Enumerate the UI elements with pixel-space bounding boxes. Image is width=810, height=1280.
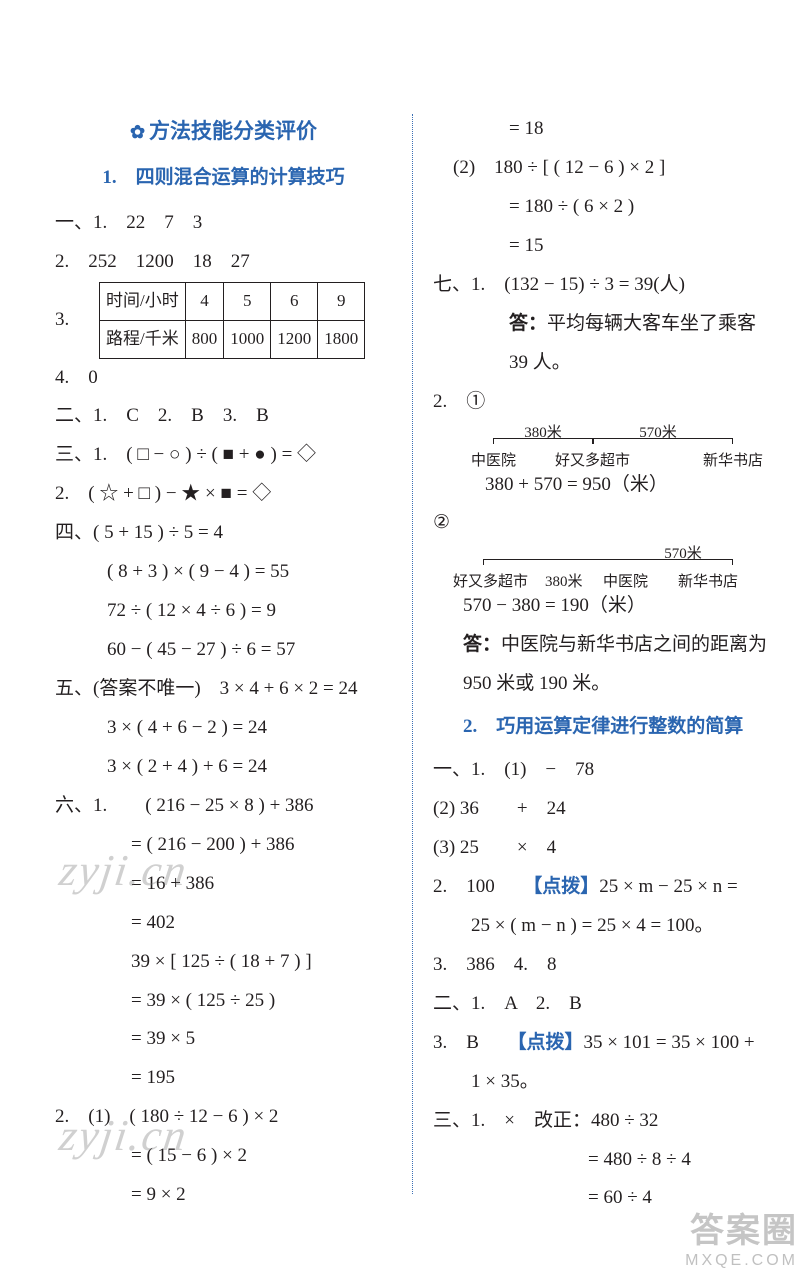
text: 35 × 101 = 35 × 100 + — [583, 1032, 754, 1053]
text-line: 3 × ( 4 + 6 − 2 ) = 24 — [55, 709, 392, 748]
text-line: 一、1. 22 7 3 — [55, 204, 392, 243]
text-line: 3. B 【点拨】35 × 101 = 35 × 100 + — [433, 1024, 770, 1063]
segment-label: 380米 — [513, 418, 573, 449]
answer-line: 答：中医院与新华书店之间的距离为 — [433, 626, 770, 665]
table-cell: 路程/千米 — [100, 320, 186, 358]
text-line: 3 × ( 2 + 4 ) + 6 = 24 — [55, 748, 392, 787]
text-line: 3. 386 4. 8 — [433, 946, 770, 985]
table-cell: 1000 — [224, 320, 271, 358]
text-line: 2. (1) ( 180 ÷ 12 − 6 ) × 2 — [55, 1098, 392, 1137]
text-line: 25 × ( m − n ) = 25 × 4 = 100。 — [433, 907, 770, 946]
text-line: 三、1. × 改正：480 ÷ 32 — [433, 1102, 770, 1141]
point-label: 380米 — [545, 567, 583, 598]
text-line: = 9 × 2 — [55, 1176, 392, 1215]
text-line: 72 ÷ ( 12 × 4 ÷ 6 ) = 9 — [55, 592, 392, 631]
text-line: = ( 216 − 200 ) + 386 — [55, 826, 392, 865]
point-label: 好又多超市 — [453, 567, 528, 598]
point-label: 中医院 — [603, 567, 648, 598]
table-cell: 1200 — [271, 320, 318, 358]
text-line: 1 × 35。 — [433, 1063, 770, 1102]
text-line: 2. ① — [433, 383, 770, 422]
text-line: = 402 — [55, 904, 392, 943]
segment-label: 570米 — [653, 539, 713, 570]
text-line: = 60 ÷ 4 — [433, 1179, 770, 1218]
diagram-1: 380米 570米 中医院 好又多超市 新华书店 — [453, 422, 770, 466]
table-cell: 6 — [271, 282, 318, 320]
point-label: 中医院 — [471, 446, 516, 477]
text-line: = 18 — [433, 110, 770, 149]
text-line: ② — [433, 504, 770, 543]
table-cell: 5 — [224, 282, 271, 320]
hint-label: 【点拨】 — [517, 1032, 584, 1053]
text-line: 三、1. ( □ − ○ ) ÷ ( ■ + ● ) = ◇ — [55, 436, 392, 475]
table-row: 路程/千米 800 1000 1200 1800 — [100, 320, 365, 358]
diagram-2: 570米 好又多超市 380米 中医院 新华书店 — [453, 543, 770, 587]
text-line: = 16 + 386 — [55, 865, 392, 904]
answer-text: 中医院与新华书店之间的距离为 — [501, 634, 767, 655]
answer-label: 答： — [509, 313, 547, 334]
row-3-table: 3. 时间/小时 4 5 6 9 路程/千米 800 1000 1200 180… — [55, 282, 392, 359]
text-line: 39 人。 — [433, 344, 770, 383]
text-line: 60 − ( 45 − 27 ) ÷ 6 = 57 — [55, 631, 392, 670]
text-line: 二、1. A 2. B — [433, 985, 770, 1024]
text-line: = 195 — [55, 1059, 392, 1098]
title-main: 方法技能分类评价 — [55, 110, 392, 153]
label-3: 3. — [55, 301, 95, 340]
table-row: 时间/小时 4 5 6 9 — [100, 282, 365, 320]
text-line: 4. 0 — [55, 359, 392, 398]
text-line: = ( 15 − 6 ) × 2 — [55, 1137, 392, 1176]
text-line: 39 × [ 125 ÷ ( 18 + 7 ) ] — [55, 943, 392, 982]
answer-line: 答：平均每辆大客车坐了乘客 — [433, 305, 770, 344]
text-line: = 180 ÷ ( 6 × 2 ) — [433, 188, 770, 227]
answer-text: 平均每辆大客车坐了乘客 — [547, 313, 756, 334]
table-cell: 1800 — [318, 320, 365, 358]
text-line: 七、1. (132 − 15) ÷ 3 = 39(人) — [433, 266, 770, 305]
text: 3. B — [433, 1032, 517, 1053]
title-sub-2: 2. 巧用运算定律进行整数的简算 — [463, 708, 770, 747]
text-line: 950 米或 190 米。 — [433, 665, 770, 704]
point-label: 新华书店 — [703, 446, 763, 477]
text-line: 六、1. ( 216 − 25 × 8 ) + 386 — [55, 787, 392, 826]
text-line: 2. ( ☆ + □ ) − ★ × ■ = ◇ — [55, 475, 392, 514]
text-line: 二、1. C 2. B 3. B — [55, 397, 392, 436]
text-line: 五、(答案不唯一) 3 × 4 + 6 × 2 = 24 — [55, 670, 392, 709]
page: 方法技能分类评价 1. 四则混合运算的计算技巧 一、1. 22 7 3 2. 2… — [0, 0, 810, 1258]
title-sub-1: 1. 四则混合运算的计算技巧 — [55, 159, 392, 198]
data-table: 时间/小时 4 5 6 9 路程/千米 800 1000 1200 1800 — [99, 282, 365, 359]
point-label: 新华书店 — [678, 567, 738, 598]
text-line: 2. 252 1200 18 27 — [55, 243, 392, 282]
table-cell: 9 — [318, 282, 365, 320]
segment-label: 570米 — [628, 418, 688, 449]
left-column: 方法技能分类评价 1. 四则混合运算的计算技巧 一、1. 22 7 3 2. 2… — [55, 110, 412, 1218]
text-line: ( 8 + 3 ) × ( 9 − 4 ) = 55 — [55, 553, 392, 592]
text-line: = 15 — [433, 227, 770, 266]
text-line: 四、( 5 + 15 ) ÷ 5 = 4 — [55, 514, 392, 553]
text-line: = 39 × ( 125 ÷ 25 ) — [55, 982, 392, 1021]
table-cell: 4 — [185, 282, 224, 320]
text-line: (3) 25 × 4 — [433, 829, 770, 868]
hint-label: 【点拨】 — [533, 876, 600, 897]
text-line: = 480 ÷ 8 ÷ 4 — [433, 1141, 770, 1180]
text-line: = 39 × 5 — [55, 1020, 392, 1059]
text-line: (2) 180 ÷ [ ( 12 − 6 ) × 2 ] — [433, 149, 770, 188]
text-line: 一、1. (1) − 78 — [433, 751, 770, 790]
point-label: 好又多超市 — [555, 446, 630, 477]
text-line: (2) 36 + 24 — [433, 790, 770, 829]
table-cell: 时间/小时 — [100, 282, 186, 320]
text: 2. 100 — [433, 876, 533, 897]
right-column: = 18 (2) 180 ÷ [ ( 12 − 6 ) × 2 ] = 180 … — [413, 110, 770, 1218]
table-cell: 800 — [185, 320, 224, 358]
answer-label: 答： — [463, 634, 501, 655]
text-line: 2. 100 【点拨】25 × m − 25 × n = — [433, 868, 770, 907]
text: 25 × m − 25 × n = — [599, 876, 737, 897]
